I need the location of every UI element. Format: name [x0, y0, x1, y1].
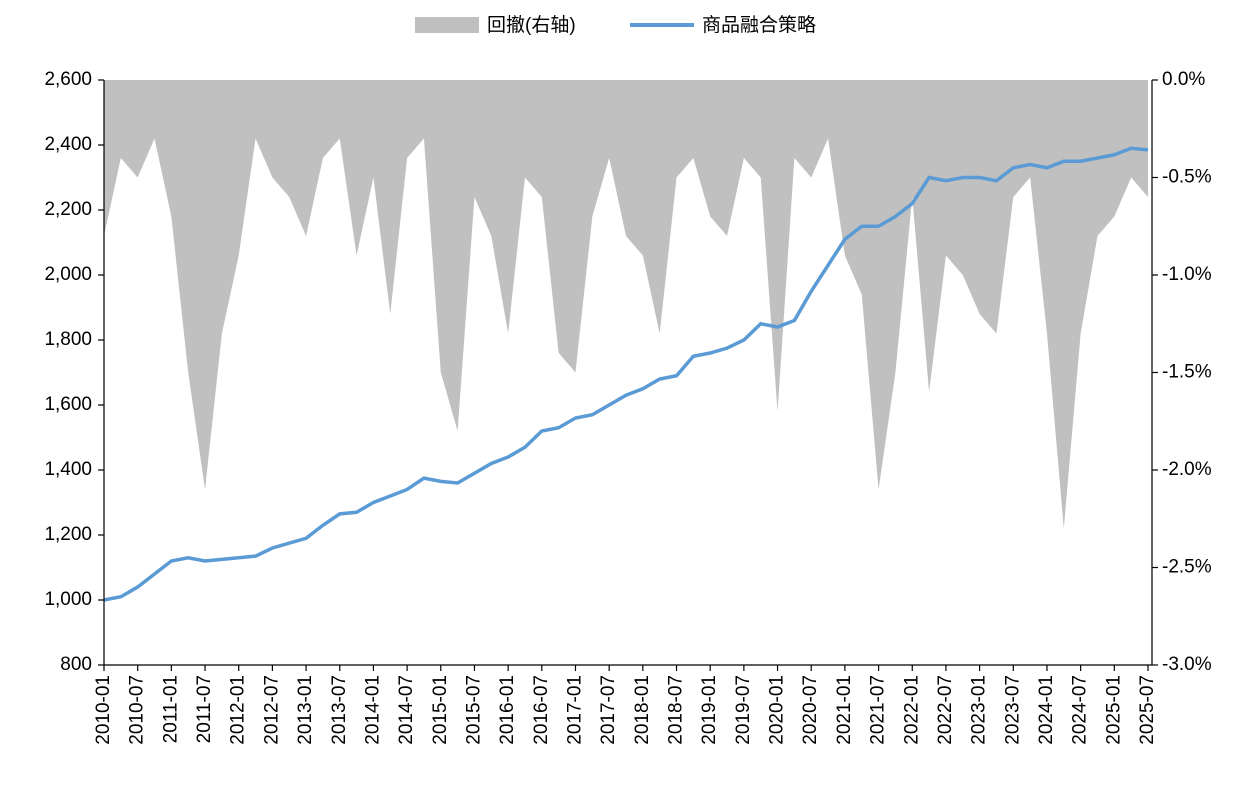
legend-label: 商品融合策略: [702, 14, 816, 36]
x-tick-label: 2014-07: [396, 675, 417, 745]
y-tick-label: 2,600: [44, 69, 92, 90]
y2-tick-label: -1.0%: [1162, 264, 1212, 285]
x-tick-label: 2019-01: [699, 675, 720, 745]
x-tick-label: 2017-01: [564, 675, 585, 745]
x-tick-label: 2011-01: [160, 675, 181, 743]
y-tick-label: 1,800: [44, 329, 92, 350]
x-tick-label: 2011-07: [194, 675, 215, 743]
x-tick-label: 2010-07: [127, 675, 148, 745]
x-tick-label: 2016-01: [497, 675, 518, 745]
legend-swatch: [415, 17, 479, 33]
x-tick-label: 2017-07: [598, 675, 619, 745]
x-tick-label: 2010-01: [93, 675, 114, 745]
x-tick-label: 2012-01: [228, 675, 249, 745]
y-tick-label: 1,600: [44, 394, 92, 415]
x-tick-label: 2013-07: [329, 675, 350, 745]
y-tick-label: 1,000: [44, 589, 92, 610]
x-tick-label: 2025-07: [1137, 675, 1158, 745]
x-tick-label: 2015-07: [463, 675, 484, 745]
strategy-line: [103, 146, 1149, 602]
x-tick-label: 2023-01: [969, 675, 990, 745]
y2-tick-label: -2.5%: [1162, 557, 1212, 578]
x-tick-label: 2014-01: [362, 675, 383, 745]
y-tick-label: 1,200: [44, 524, 92, 545]
x-tick-label: 2024-07: [1070, 675, 1091, 745]
x-tick-label: 2021-01: [834, 675, 855, 745]
x-tick-label: 2013-01: [295, 675, 316, 745]
y-tick-label: 2,200: [44, 199, 92, 220]
legend-label: 回撤(右轴): [487, 14, 576, 36]
x-tick-label: 2021-07: [868, 675, 889, 745]
y2-tick-label: -1.5%: [1162, 362, 1212, 383]
x-tick-label: 2019-07: [733, 675, 754, 745]
y-tick-label: 2,400: [44, 134, 92, 155]
drawdown-area: [104, 80, 1148, 529]
y2-tick-label: 0.0%: [1162, 69, 1205, 90]
y-tick-label: 800: [60, 654, 92, 675]
x-tick-label: 2020-01: [767, 675, 788, 745]
x-tick-label: 2022-01: [901, 675, 922, 745]
x-tick-label: 2018-01: [632, 675, 653, 745]
y2-tick-label: -3.0%: [1162, 654, 1212, 675]
x-tick-label: 2018-07: [666, 675, 687, 745]
y2-tick-label: -0.5%: [1162, 167, 1212, 188]
x-tick-label: 2016-07: [531, 675, 552, 745]
x-tick-label: 2012-07: [261, 675, 282, 745]
x-tick-label: 2022-07: [935, 675, 956, 745]
x-tick-label: 2023-07: [1002, 675, 1023, 745]
x-tick-label: 2024-01: [1036, 675, 1057, 745]
x-tick-label: 2025-01: [1103, 675, 1124, 745]
x-tick-label: 2020-07: [800, 675, 821, 745]
x-tick-label: 2015-01: [430, 675, 451, 745]
y-tick-label: 1,400: [44, 459, 92, 480]
y2-tick-label: -2.0%: [1162, 459, 1212, 480]
y-tick-label: 2,000: [44, 264, 92, 285]
